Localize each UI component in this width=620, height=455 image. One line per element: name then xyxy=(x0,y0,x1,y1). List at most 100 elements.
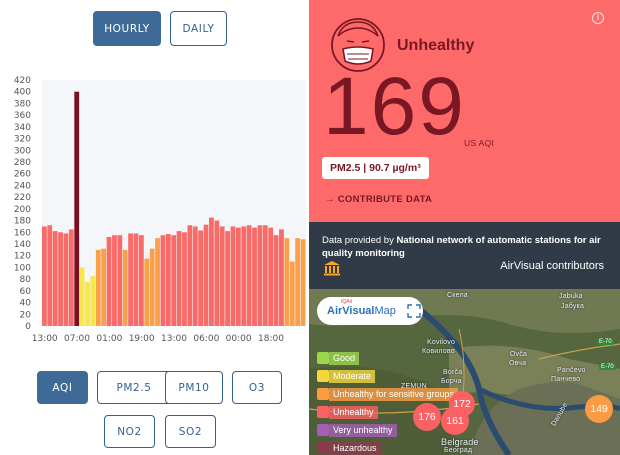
pollutant-pm25-button[interactable]: PM2.5 xyxy=(97,371,171,404)
chart-bar[interactable] xyxy=(155,238,160,326)
contribute-data-link[interactable]: → CONTRIBUTE DATA xyxy=(325,194,433,205)
chart-bar[interactable] xyxy=(182,232,187,326)
info-icon[interactable]: i xyxy=(592,12,604,24)
chart-bar[interactable] xyxy=(47,225,53,326)
y-tick-label: 60 xyxy=(20,287,32,297)
chart-bar[interactable] xyxy=(112,235,117,326)
chart-bar[interactable] xyxy=(74,91,80,327)
place-label: Ковилово xyxy=(422,348,455,355)
place-label: Belgrade xyxy=(441,437,479,447)
chart-bar[interactable] xyxy=(171,235,177,326)
legend-label: Unhealthy xyxy=(329,405,378,419)
legend-item: Unhealthy for sensitive groups xyxy=(317,387,459,401)
place-label: Јабука xyxy=(561,303,585,310)
x-tick-label: 01:00 xyxy=(96,334,122,344)
chart-bar[interactable] xyxy=(85,282,90,326)
chart-bar[interactable] xyxy=(257,225,263,326)
chart-bar[interactable] xyxy=(90,276,96,326)
chart-bar[interactable] xyxy=(95,249,101,326)
legend-label: Unhealthy for sensitive groups xyxy=(329,387,459,401)
pollutant-so2-button[interactable]: SO2 xyxy=(165,415,216,448)
air-quality-map[interactable]: Скела Jabuka Јабука Kovilovo Ковилово Ov… xyxy=(309,289,620,455)
aqi-value: 169 xyxy=(323,61,466,152)
chart-bar[interactable] xyxy=(214,220,220,326)
chart-bar[interactable] xyxy=(144,258,150,326)
provider-name[interactable]: National network of automatic stations f… xyxy=(322,235,601,259)
chart-bar[interactable] xyxy=(230,226,236,326)
place-label: Ovča xyxy=(510,351,528,358)
chart-bar[interactable] xyxy=(138,235,144,326)
legend-label: Hazardous xyxy=(329,441,381,455)
chart-bar[interactable] xyxy=(268,227,274,326)
chart-bar[interactable] xyxy=(42,226,47,326)
chart-bar[interactable] xyxy=(101,248,107,326)
chart-bar[interactable] xyxy=(117,235,123,326)
legend-swatch xyxy=(317,442,329,454)
legend-item: Very unhealthy xyxy=(317,423,397,437)
chart-bar[interactable] xyxy=(225,231,230,326)
aqi-map-marker[interactable]: 176 xyxy=(413,403,441,431)
chart-bar[interactable] xyxy=(192,226,198,326)
chart-bar[interactable] xyxy=(58,232,63,326)
chart-bar[interactable] xyxy=(106,236,112,326)
aqi-map-marker[interactable]: 149 xyxy=(585,395,613,423)
pollutant-aqi-button[interactable]: AQI xyxy=(37,371,88,404)
y-tick-label: 200 xyxy=(14,205,31,215)
chart-bar[interactable] xyxy=(273,235,279,326)
hourly-toggle-button[interactable]: HOURLY xyxy=(93,11,161,46)
chart-bar[interactable] xyxy=(160,235,166,326)
chart-bar[interactable] xyxy=(262,225,268,326)
chart-bar[interactable] xyxy=(284,238,290,326)
y-tick-label: 340 xyxy=(14,123,31,133)
chart-bar[interactable] xyxy=(295,238,301,326)
y-tick-label: 220 xyxy=(14,193,31,203)
y-tick-label: 100 xyxy=(14,263,31,273)
chart-bar[interactable] xyxy=(279,229,284,326)
chart-bar[interactable] xyxy=(79,267,85,326)
x-tick-label: 18:00 xyxy=(258,334,284,344)
chart-bar[interactable] xyxy=(289,261,295,326)
chart-bar[interactable] xyxy=(246,225,252,326)
chart-bar[interactable] xyxy=(176,231,182,326)
chart-bar[interactable] xyxy=(133,233,139,326)
chart-bar[interactable] xyxy=(187,225,193,326)
place-label: ZEMUN xyxy=(401,383,427,390)
place-label: Борча xyxy=(441,378,462,385)
chart-bar[interactable] xyxy=(241,226,247,326)
legend-swatch xyxy=(317,370,329,382)
legend-swatch xyxy=(317,424,329,436)
chart-bar[interactable] xyxy=(63,233,69,326)
aqi-map-marker[interactable]: 161 xyxy=(441,407,469,435)
hourly-aqi-bar-chart: 0204060801001201401601802002202402602803… xyxy=(14,76,306,344)
chart-bars xyxy=(42,91,306,327)
road-shield: E-70 xyxy=(599,364,616,370)
y-tick-label: 180 xyxy=(14,217,31,227)
chart-bar[interactable] xyxy=(122,249,128,326)
expand-icon[interactable] xyxy=(407,304,421,318)
legend-swatch xyxy=(317,388,329,400)
pollutant-o3-button[interactable]: O3 xyxy=(232,371,282,404)
chart-bar[interactable] xyxy=(68,229,74,326)
y-tick-label: 380 xyxy=(14,99,31,109)
x-tick-label: 19:00 xyxy=(129,334,155,344)
chart-bar[interactable] xyxy=(198,230,204,326)
chart-bar[interactable] xyxy=(209,217,214,326)
chart-bar[interactable] xyxy=(300,239,306,326)
daily-toggle-button[interactable]: DAILY xyxy=(170,11,227,46)
chart-bar[interactable] xyxy=(165,234,171,326)
y-tick-label: 260 xyxy=(14,170,31,180)
y-tick-label: 160 xyxy=(14,228,31,238)
chart-bar[interactable] xyxy=(128,233,133,326)
chart-bar[interactable] xyxy=(52,231,58,326)
chart-bar[interactable] xyxy=(252,227,257,326)
chart-bar[interactable] xyxy=(235,227,241,326)
chart-bar[interactable] xyxy=(219,226,225,326)
aqi-unit-label: US AQI xyxy=(464,138,495,148)
chart-bar[interactable] xyxy=(203,224,209,326)
x-axis-ticks: 13:00 07:00 01:00 19:00 13:00 06:00 00:00 18:00 xyxy=(32,334,285,344)
chart-bar[interactable] xyxy=(149,248,155,326)
pollutant-no2-button[interactable]: NO2 xyxy=(104,415,155,448)
pollutant-pm10-button[interactable]: PM10 xyxy=(165,371,223,404)
y-tick-label: 20 xyxy=(20,310,32,320)
airvisual-contributors-link[interactable]: AirVisual contributors xyxy=(500,260,604,272)
